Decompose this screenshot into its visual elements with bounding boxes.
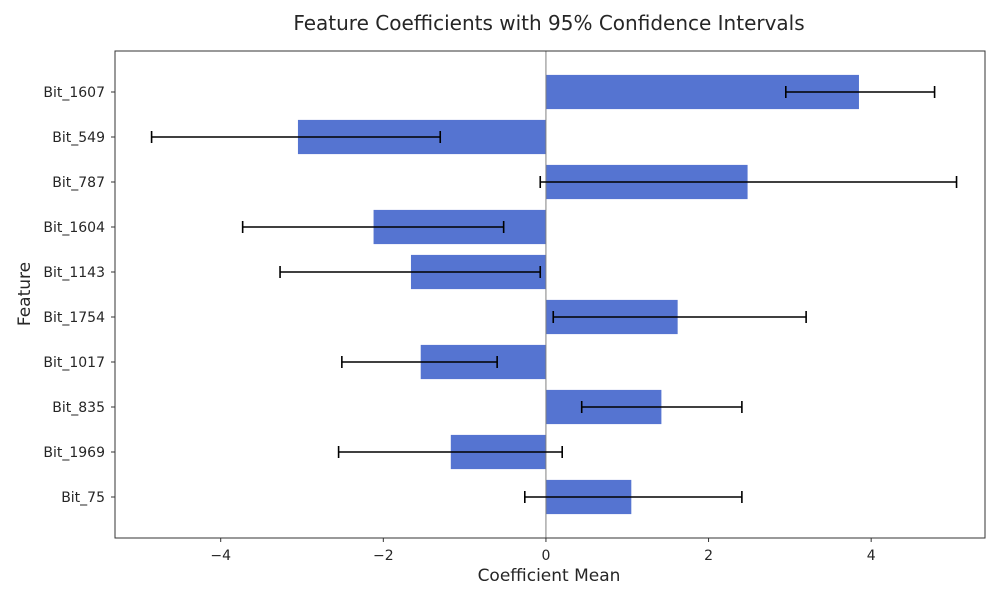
plot-area bbox=[150, 51, 958, 538]
y-tick-label: Bit_1604 bbox=[43, 220, 105, 236]
errorbar-bit-787 bbox=[539, 176, 958, 188]
y-tick-label: Bit_75 bbox=[61, 490, 105, 506]
errorbar-bit-835 bbox=[580, 401, 743, 413]
errorbar-bit-1607 bbox=[784, 86, 936, 98]
y-tick-label: Bit_835 bbox=[52, 400, 105, 416]
errorbar-bit-1143 bbox=[279, 266, 542, 278]
y-tick-label: Bit_1143 bbox=[43, 265, 105, 281]
x-tick-label: 4 bbox=[867, 548, 876, 564]
errorbar-bit-75 bbox=[523, 491, 743, 503]
plot-frame bbox=[114, 50, 986, 539]
y-tick-label: Bit_1017 bbox=[43, 355, 105, 371]
errorbar-bit-1969 bbox=[337, 446, 563, 458]
y-tick-label: Bit_1607 bbox=[43, 85, 105, 101]
y-axis-ticks: Bit_1607 Bit_549 Bit_787 Bit_1604 Bit_1143 Bi… bbox=[43, 85, 115, 506]
x-axis-ticks: −4 −2 0 2 4 bbox=[210, 538, 876, 564]
x-tick-label: 0 bbox=[541, 548, 550, 564]
errorbar-bit-1604 bbox=[241, 221, 505, 233]
y-tick-label: Bit_549 bbox=[52, 130, 105, 146]
x-tick-label: 2 bbox=[704, 548, 713, 564]
x-axis-label: Coefficient Mean bbox=[478, 566, 621, 586]
y-tick-label: Bit_1969 bbox=[43, 445, 105, 461]
y-tick-label: Bit_1754 bbox=[43, 310, 105, 326]
errorbar-bit-549 bbox=[150, 131, 442, 143]
y-tick-label: Bit_787 bbox=[52, 175, 105, 191]
y-axis-label: Feature bbox=[15, 262, 35, 326]
errorbar-bit-1017 bbox=[341, 356, 498, 368]
errorbar-bit-1754 bbox=[552, 311, 807, 323]
x-tick-label: −4 bbox=[210, 548, 231, 564]
chart-title: Feature Coefficients with 95% Confidence… bbox=[293, 11, 804, 35]
x-tick-label: −2 bbox=[373, 548, 394, 564]
